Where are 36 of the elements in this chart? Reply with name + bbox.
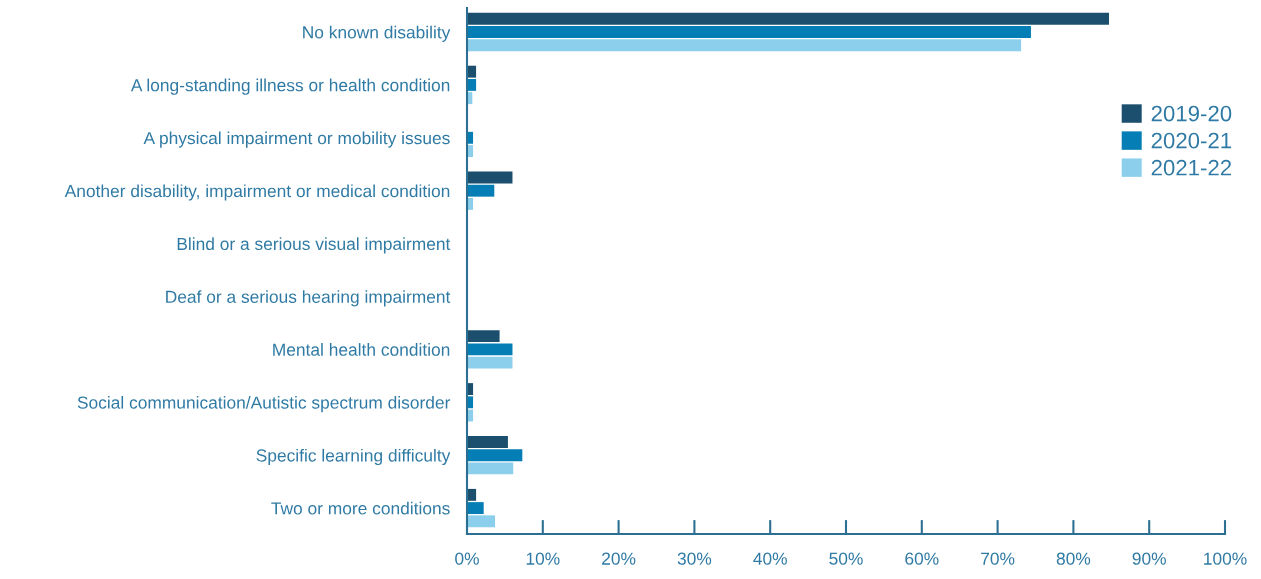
y-tick-label: A physical impairment or mobility issues [143, 131, 450, 148]
bar [467, 515, 496, 528]
y-tick-label: Another disability, impairment or medical condition [64, 184, 450, 201]
x-tick-label: 100% [1204, 552, 1247, 565]
y-tick-label: Blind or a serious visual impairment [177, 237, 451, 254]
y-tick-label: Deaf or a serious hearing impairment [166, 290, 451, 307]
bar [467, 449, 523, 462]
bar [467, 356, 513, 369]
x-tick-label: 10% [526, 552, 560, 565]
legend-label: 2020-21 [1151, 132, 1232, 149]
bar [467, 343, 513, 356]
y-tick-label: No known disability [303, 25, 451, 42]
legend-label: 2019-20 [1151, 105, 1232, 122]
y-tick-label: Mental health condition [273, 343, 450, 356]
x-tick-label: 60% [905, 552, 939, 565]
x-tick-label: 40% [753, 552, 787, 565]
x-tick-label: 0% [455, 552, 479, 565]
bar [467, 462, 514, 475]
y-tick-label: Two or more conditions [271, 501, 450, 515]
y-tick-label: A long-standing illness or health condition [130, 78, 450, 95]
bar [467, 12, 1110, 25]
x-tick-label: 50% [829, 552, 863, 565]
bar [467, 184, 495, 197]
legend-label: 2021-22 [1151, 159, 1232, 176]
x-tick-label: 20% [602, 552, 636, 565]
bar [467, 26, 1031, 38]
bar [467, 436, 508, 448]
bar [467, 502, 484, 515]
bar [467, 39, 1022, 52]
x-tick-label: 70% [981, 552, 1015, 565]
x-tick-label: 90% [1132, 552, 1166, 565]
y-tick-label: Specific learning difficulty [256, 448, 451, 466]
x-tick-label: 80% [1056, 552, 1091, 565]
y-tick-label: Social communication/Autistic spectrum disorder [77, 396, 451, 413]
x-tick-label: 30% [677, 552, 712, 565]
bar [467, 330, 500, 343]
